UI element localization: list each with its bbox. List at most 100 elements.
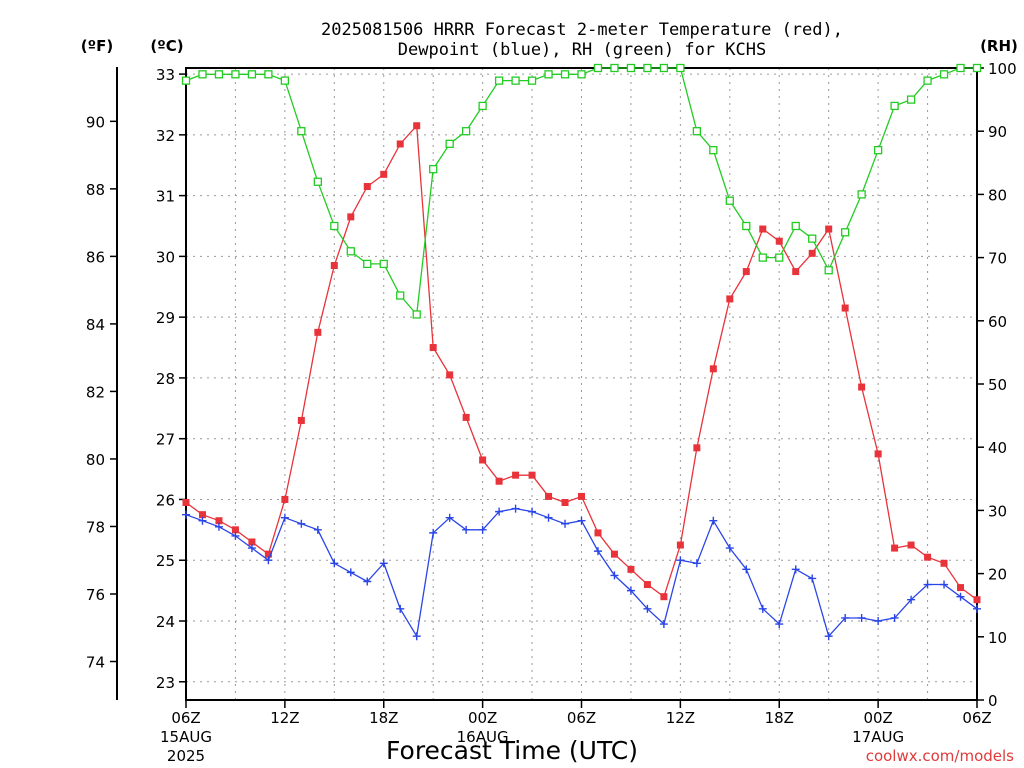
- rh-point: [511, 76, 520, 85]
- rh-point: [445, 139, 454, 148]
- rh-point: [264, 70, 273, 79]
- rh-point: [972, 63, 982, 73]
- temperature-point: [693, 444, 701, 452]
- rh-point: [791, 221, 800, 231]
- temperature-point: [660, 593, 668, 601]
- temperature-point: [429, 344, 437, 352]
- rh-point: [841, 228, 850, 237]
- x-tick-label: 00Z: [863, 709, 892, 727]
- celsius-tick-label: 31: [156, 188, 175, 206]
- dewpoint-point: [610, 571, 619, 580]
- dewpoint-point: [297, 519, 306, 528]
- rh-point: [890, 101, 899, 111]
- rh-point: [181, 76, 191, 85]
- dewpoint-point: [544, 513, 553, 522]
- axes: [110, 67, 984, 708]
- rh-point: [527, 76, 537, 85]
- dewpoint-point: [643, 604, 652, 613]
- temperature-point: [858, 383, 866, 391]
- x-tick-label: 00Z: [468, 709, 497, 727]
- temperature-point: [495, 477, 503, 485]
- dewpoint-point: [214, 522, 223, 531]
- dewpoint-point: [626, 586, 635, 595]
- rh-point: [494, 76, 504, 85]
- rh-point: [330, 221, 339, 231]
- rh-point: [577, 70, 586, 79]
- temperature-point: [643, 581, 651, 589]
- celsius-tick-label: 27: [156, 431, 175, 449]
- grid: [186, 68, 977, 700]
- dewpoint-point: [363, 577, 372, 586]
- celsius-tick-label: 30: [156, 248, 175, 266]
- dewpoint-point: [775, 620, 784, 629]
- x-tick-label: 12Z: [270, 709, 299, 727]
- rh-point: [906, 95, 916, 104]
- temperature-point: [742, 268, 750, 276]
- dewpoint-point: [379, 559, 388, 568]
- rh-point: [412, 310, 421, 319]
- rh-point: [610, 63, 619, 73]
- rh-point: [659, 63, 669, 73]
- x-tick-label: 06Z: [962, 709, 991, 727]
- rh-tick-label: 50: [988, 376, 1007, 394]
- rh-tick-label: 100: [988, 60, 1017, 78]
- temperature-point: [940, 559, 948, 567]
- temperature-point: [297, 416, 305, 424]
- temperature-point: [248, 538, 256, 546]
- rh-point: [247, 70, 257, 79]
- celsius-tick-label: 24: [156, 613, 175, 631]
- fahrenheit-tick-label: 80: [86, 451, 105, 469]
- dewpoint-point: [561, 519, 570, 528]
- rh-point: [873, 146, 883, 155]
- x-tick-label: 06Z: [567, 709, 596, 727]
- temperature-point: [874, 450, 882, 458]
- dewpoint-point: [330, 559, 339, 568]
- rh-point: [297, 127, 306, 136]
- rh-point: [396, 291, 405, 300]
- fahrenheit-tick-label: 90: [86, 113, 105, 131]
- dewpoint-point: [659, 620, 668, 629]
- temperature-point: [446, 371, 454, 379]
- dewpoint-point: [907, 595, 916, 604]
- rh-tick-label: 30: [988, 502, 1007, 520]
- dewpoint-point: [528, 507, 537, 516]
- temperature-point: [610, 550, 618, 558]
- temperature-point: [841, 304, 849, 312]
- dewpoint-point: [923, 580, 932, 589]
- dewpoint-point: [231, 531, 240, 540]
- dewpoint-point: [198, 516, 207, 525]
- rh-point: [923, 76, 932, 85]
- dewpoint-point: [973, 604, 981, 613]
- temperature-point: [759, 225, 767, 233]
- fahrenheit-tick-label: 78: [86, 518, 105, 536]
- x-tick-label: 06Z: [171, 709, 200, 727]
- dewpoint-point: [692, 559, 701, 568]
- dewpoint-point: [874, 617, 883, 625]
- rh-point: [593, 63, 603, 73]
- dewpoint-point: [676, 556, 685, 565]
- rh-tick-label: 20: [988, 566, 1007, 584]
- rh-point: [956, 63, 965, 73]
- temperature-point: [545, 492, 553, 500]
- dewpoint-point: [445, 513, 454, 522]
- rh-tick-label: 90: [988, 123, 1007, 141]
- dewpoint-point: [346, 568, 355, 577]
- rh-point: [478, 101, 487, 111]
- temperature-point: [957, 584, 965, 592]
- dewpoint-point: [412, 632, 421, 641]
- rh-point: [198, 70, 207, 79]
- rh-point: [214, 70, 224, 79]
- rh-point: [692, 127, 702, 136]
- celsius-unit-label: (ºC): [150, 37, 183, 55]
- dewpoint-point: [791, 565, 800, 574]
- temperature-point: [363, 183, 371, 190]
- rh-point: [939, 70, 949, 79]
- chart-title-line1: 2025081506 HRRR Forecast 2-meter Tempera…: [321, 20, 843, 40]
- x-tick-label: 18Z: [369, 709, 398, 727]
- rh-point: [725, 196, 734, 205]
- dewpoint-point: [462, 525, 471, 534]
- temperature-point: [825, 225, 833, 233]
- temperature-point: [462, 413, 470, 421]
- credit-text: coolwx.com/models: [866, 747, 1014, 765]
